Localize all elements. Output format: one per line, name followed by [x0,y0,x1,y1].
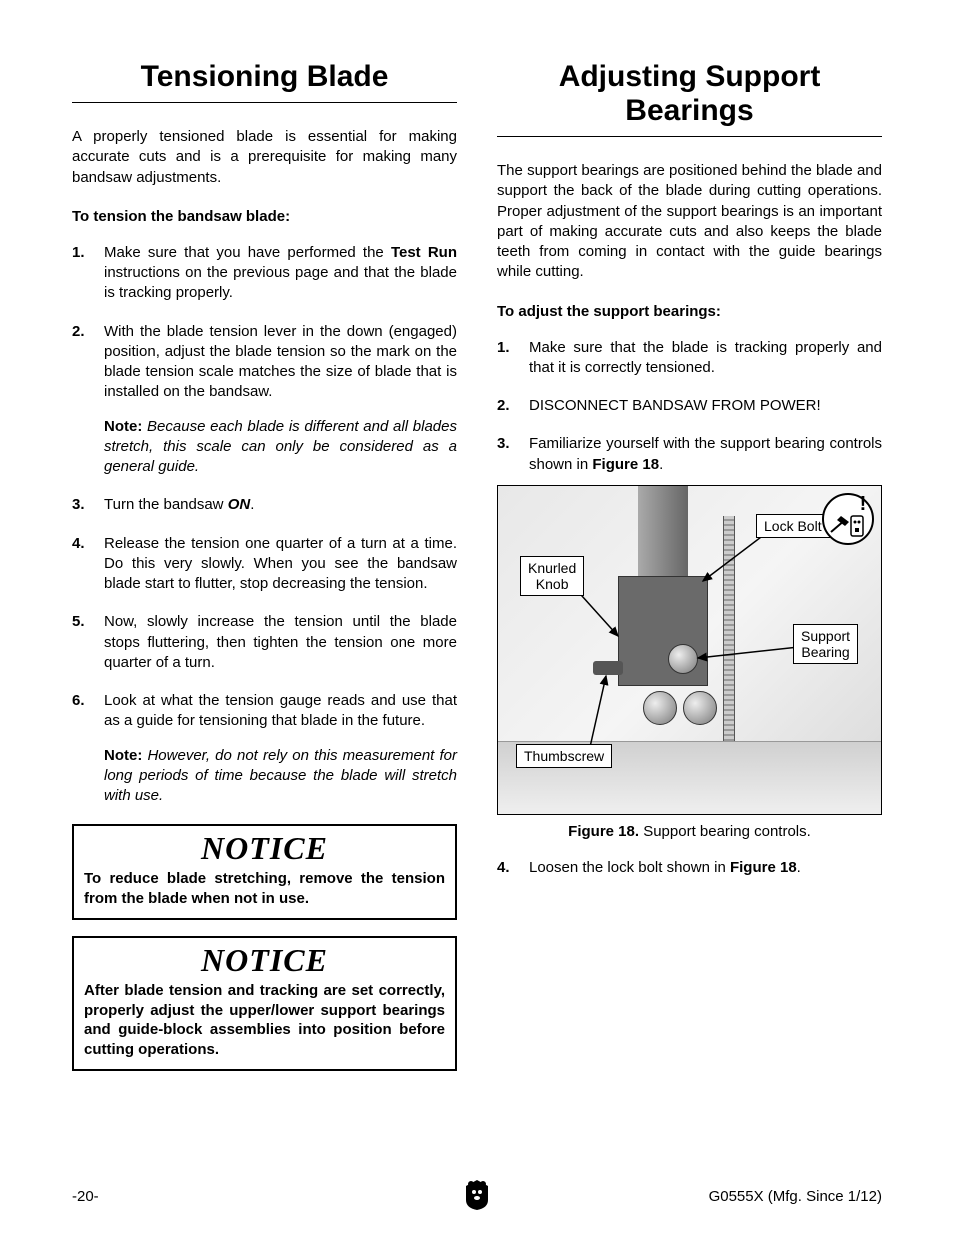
notice-box-2: NOTICE After blade tension and tracking … [72,936,457,1071]
right-column: Adjusting Support Bearings The support b… [497,60,882,1087]
right-title: Adjusting Support Bearings [497,60,882,128]
right-subhead: To adjust the support bearings: [497,303,882,320]
figure-18-caption: Figure 18. Support bearing controls. [497,823,882,840]
left-step-4: Release the tension one quarter of a tur… [72,534,457,595]
left-subhead: To tension the bandsaw blade: [72,208,457,225]
notice-body-1: To reduce blade stretching, remove the t… [84,869,445,908]
figure-label-thumbscrew: Thumbscrew [516,744,612,768]
left-step-5: Now, slowly increase the tension until t… [72,612,457,673]
left-intro: A properly tensioned blade is essential … [72,127,457,188]
left-step-2-note: Note: Because each blade is different an… [104,417,457,478]
left-step-6-note: Note: However, do not rely on this measu… [104,746,457,807]
left-rule [72,102,457,103]
right-steps-continued: Loosen the lock bolt shown in Figure 18. [497,858,882,878]
right-step-2: DISCONNECT BANDSAW FROM POWER! [497,396,882,416]
left-step-1: Make sure that you have performed the Te… [72,243,457,304]
right-step-4: Loosen the lock bolt shown in Figure 18. [497,858,882,878]
page-number: -20- [72,1188,99,1205]
figure-label-support: Support Bearing [793,624,858,664]
brand-logo-icon [462,1178,492,1216]
left-step-2: With the blade tension lever in the down… [72,322,457,478]
left-steps: Make sure that you have performed the Te… [72,243,457,807]
notice-title-1: NOTICE [84,830,445,867]
notice-title-2: NOTICE [84,942,445,979]
left-column: Tensioning Blade A properly tensioned bl… [72,60,457,1087]
figure-18: Lock Bolt Knurled Knob Support Bearing T… [497,485,882,815]
svg-text:!: ! [860,493,867,515]
notice-body-2: After blade tension and tracking are set… [84,981,445,1059]
right-intro: The support bearings are positioned behi… [497,161,882,283]
left-step-3: Turn the bandsaw ON. [72,495,457,515]
page-footer: -20- G0555X (Mfg. Since 1/12) [72,1188,882,1205]
right-steps: Make sure that the blade is tracking pro… [497,338,882,475]
notice-box-1: NOTICE To reduce blade stretching, remov… [72,824,457,920]
unplug-warning-icon: ! [821,492,875,546]
figure-label-lockbolt: Lock Bolt [756,514,830,538]
left-step-6: Look at what the tension gauge reads and… [72,691,457,806]
figure-label-knurled: Knurled Knob [520,556,584,596]
doc-id: G0555X (Mfg. Since 1/12) [709,1188,882,1205]
right-step-3: Familiarize yourself with the support be… [497,434,882,475]
left-title: Tensioning Blade [72,60,457,94]
right-step-1: Make sure that the blade is tracking pro… [497,338,882,379]
right-rule [497,136,882,137]
